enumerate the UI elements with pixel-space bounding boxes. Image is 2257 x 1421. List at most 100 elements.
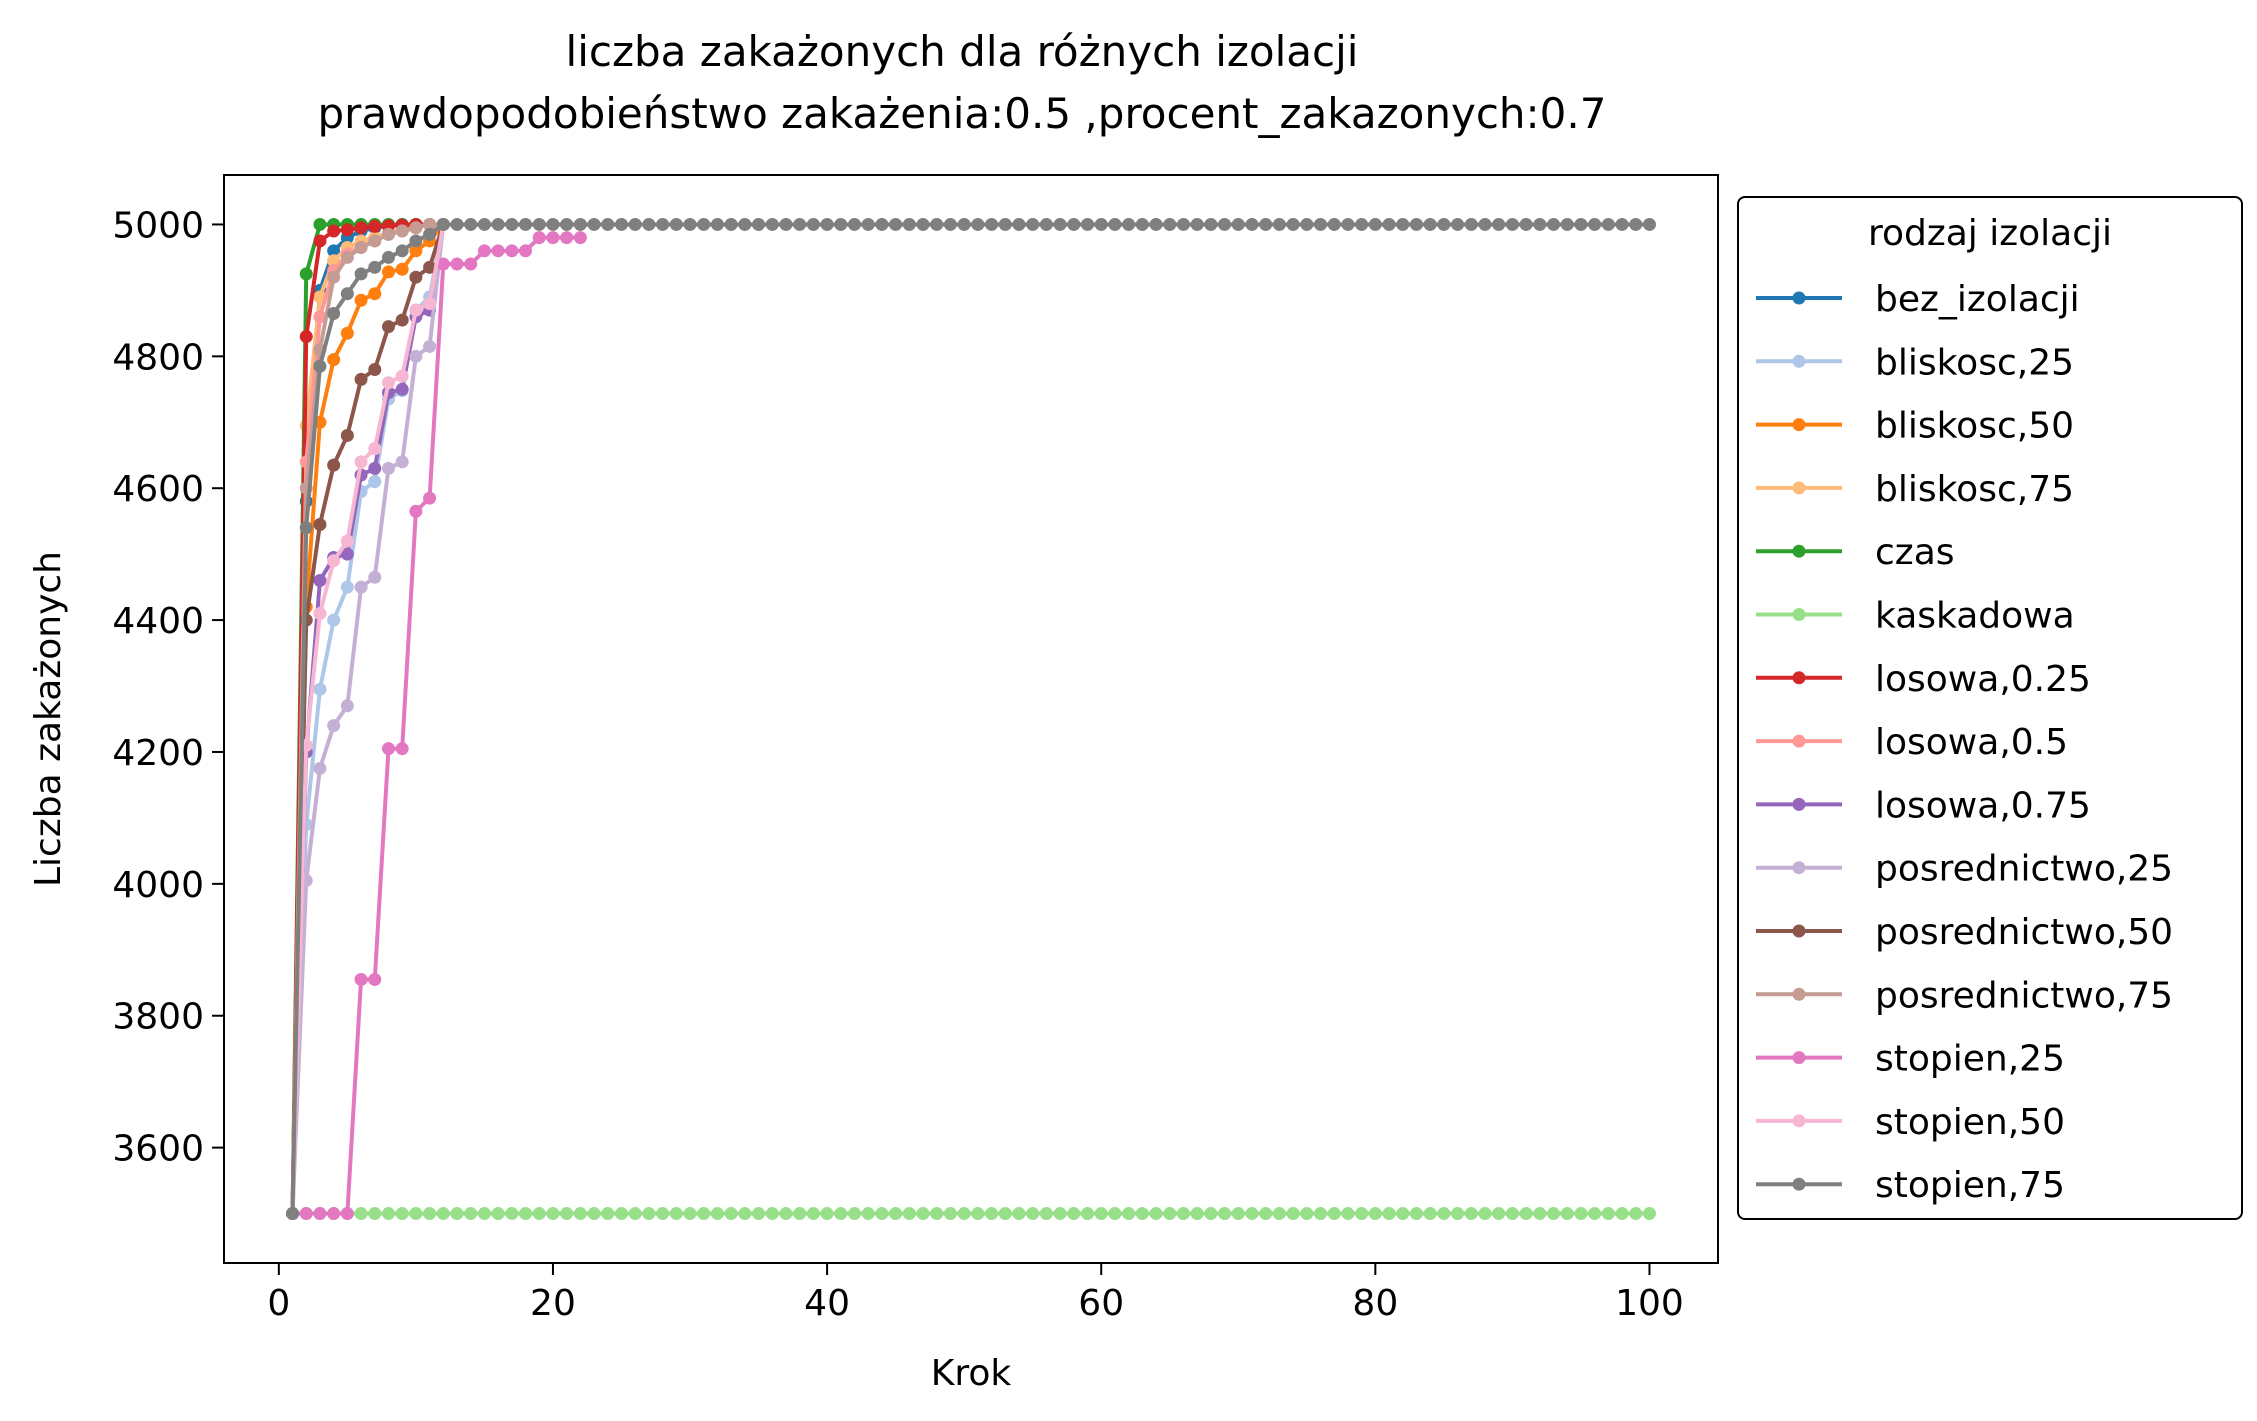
data-point	[327, 458, 341, 472]
data-point	[697, 1207, 711, 1221]
data-point	[423, 227, 437, 241]
data-point	[1382, 1207, 1396, 1221]
data-point	[834, 1207, 848, 1221]
data-point	[710, 217, 724, 231]
legend-label: bliskosc,25	[1875, 342, 2074, 383]
data-point	[1355, 1207, 1369, 1221]
data-point	[1026, 1207, 1040, 1221]
data-point	[354, 1207, 368, 1221]
x-tick-label: 20	[530, 1283, 576, 1324]
data-point	[464, 1207, 478, 1221]
data-point	[1505, 217, 1519, 231]
data-point	[519, 217, 533, 231]
data-point	[669, 217, 683, 231]
data-point	[1286, 217, 1300, 231]
data-point	[1368, 217, 1382, 231]
legend-marker	[1792, 608, 1806, 621]
data-point	[327, 306, 341, 320]
data-point	[368, 972, 382, 986]
data-point	[1560, 1207, 1574, 1221]
data-point	[368, 234, 382, 248]
data-point	[875, 217, 889, 231]
data-point	[409, 349, 423, 363]
data-point	[423, 260, 437, 274]
legend-item: bliskosc,50	[1756, 406, 2074, 447]
data-point	[1176, 1207, 1190, 1221]
legend-marker	[1792, 797, 1806, 811]
series-line	[290, 222, 1650, 1214]
data-point	[368, 475, 382, 489]
data-point	[834, 217, 848, 231]
data-point	[381, 227, 395, 241]
data-point	[943, 1207, 957, 1221]
data-point	[889, 217, 903, 231]
data-point	[368, 461, 382, 475]
data-point	[368, 570, 382, 584]
legend-label: stopien,75	[1875, 1165, 2065, 1206]
data-point	[573, 1207, 587, 1221]
plot-frame	[223, 174, 1719, 1264]
data-point	[340, 534, 354, 548]
data-point	[587, 1207, 601, 1221]
data-point	[368, 1207, 382, 1221]
legend-marker	[1792, 987, 1806, 1001]
legend-item: posrednictwo,50	[1756, 912, 2173, 953]
data-point	[381, 265, 395, 279]
legend-label: losowa,0.5	[1875, 722, 2068, 763]
data-point	[313, 1207, 327, 1221]
data-point	[381, 742, 395, 756]
data-point	[943, 217, 957, 231]
data-point	[532, 1207, 546, 1221]
data-point	[998, 217, 1012, 231]
legend-label: bliskosc,75	[1875, 469, 2074, 510]
data-point	[669, 1207, 683, 1221]
data-point	[491, 1207, 505, 1221]
data-point	[697, 217, 711, 231]
data-point	[1615, 217, 1629, 231]
data-point	[560, 231, 574, 245]
y-tick-label: 4600	[112, 469, 204, 510]
legend-marker	[1792, 418, 1806, 432]
plot-series	[286, 217, 1656, 1221]
data-point	[957, 1207, 971, 1221]
data-point	[381, 320, 395, 334]
data-point	[1149, 217, 1163, 231]
data-point	[1505, 1207, 1519, 1221]
data-point	[998, 1207, 1012, 1221]
data-point	[1053, 1207, 1067, 1221]
series-stopien-25	[286, 231, 587, 1221]
data-point	[423, 491, 437, 505]
data-point	[1135, 1207, 1149, 1221]
data-point	[368, 219, 382, 233]
legend-marker	[1792, 354, 1806, 368]
data-point	[1231, 1207, 1245, 1221]
data-point	[820, 1207, 834, 1221]
data-point	[313, 682, 327, 696]
legend-label: kaskadowa	[1875, 596, 2075, 637]
data-point	[1135, 217, 1149, 231]
x-tick-label: 60	[1078, 1283, 1124, 1324]
data-point	[409, 221, 423, 235]
chart-title: liczba zakażonych dla różnych izolacji	[566, 27, 1359, 76]
data-point	[875, 1207, 889, 1221]
data-point	[1533, 1207, 1547, 1221]
data-point	[916, 1207, 930, 1221]
data-point	[1190, 217, 1204, 231]
data-point	[1067, 1207, 1081, 1221]
data-point	[354, 267, 368, 281]
data-point	[395, 262, 409, 276]
data-point	[560, 1207, 574, 1221]
data-point	[930, 1207, 944, 1221]
data-point	[1409, 1207, 1423, 1221]
data-point	[1423, 1207, 1437, 1221]
data-point	[752, 217, 766, 231]
data-point	[313, 761, 327, 775]
data-point	[1245, 1207, 1259, 1221]
data-point	[423, 339, 437, 353]
data-point	[327, 224, 341, 238]
legend-item: posrednictwo,75	[1756, 975, 2173, 1016]
series-posrednictwo-25	[286, 217, 450, 1221]
data-point	[1094, 217, 1108, 231]
data-point	[381, 461, 395, 475]
data-point	[368, 260, 382, 274]
